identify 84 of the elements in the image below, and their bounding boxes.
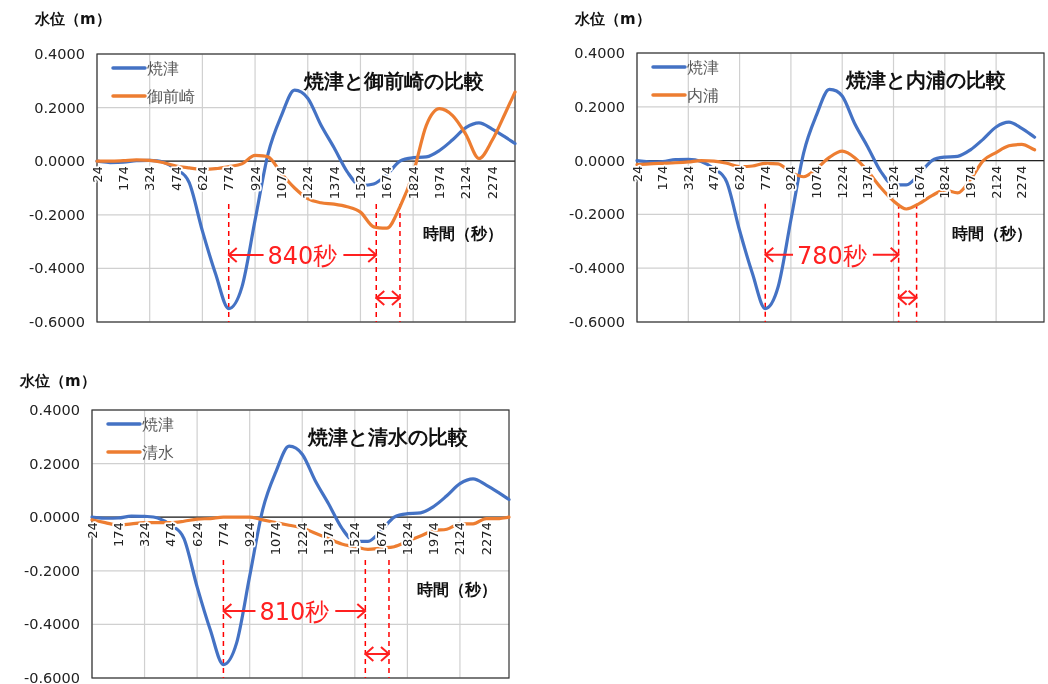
x-tick-label: 1524 <box>352 166 368 200</box>
y-tick-label: 0.0000 <box>29 509 80 526</box>
y-tick-label: -0.6000 <box>569 314 625 330</box>
legend-label: 清水 <box>142 443 174 462</box>
x-tick-label: 24 <box>629 165 645 183</box>
x-tick-label: 174 <box>655 165 671 191</box>
x-tick-label: 624 <box>189 522 205 548</box>
x-tick-label: 474 <box>163 522 179 548</box>
y-tick-label: -0.6000 <box>29 314 85 330</box>
x-axis-title: 時間（秒） <box>952 223 1032 243</box>
y-tick-label: 0.2000 <box>574 98 625 115</box>
x-tick-label: 174 <box>110 522 126 548</box>
x-tick-label: 24 <box>89 166 105 183</box>
x-tick-label: 1374 <box>860 165 876 199</box>
x-tick-label: 774 <box>757 165 773 191</box>
x-tick-label: 2274 <box>1014 165 1030 199</box>
legend-label: 焼津 <box>687 58 719 77</box>
annotation: 840秒 <box>267 242 338 270</box>
x-tick-label: 2274 <box>478 522 494 556</box>
x-tick-label: 1824 <box>405 166 421 200</box>
x-tick-label: 1074 <box>273 166 289 200</box>
x-tick-label: 1374 <box>326 166 342 200</box>
x-tick-label: 774 <box>215 522 231 548</box>
x-tick-label: 2124 <box>988 165 1004 199</box>
x-tick-label: 474 <box>706 165 722 191</box>
text: 焼津と内浦の比較 <box>844 68 1007 92</box>
x-tick-label: 624 <box>194 166 210 192</box>
y-tick-label: 0.2000 <box>34 99 85 116</box>
y-tick-label: -0.2000 <box>29 206 85 223</box>
x-tick-label: 1674 <box>379 166 395 200</box>
y-tick-label: -0.2000 <box>24 562 80 579</box>
annotation: 780秒 <box>797 241 867 270</box>
x-tick-label: 2124 <box>452 522 468 556</box>
y-tick-label: -0.4000 <box>29 260 85 277</box>
x-tick-label: 24 <box>84 522 100 539</box>
y-tick-label: 0.0000 <box>574 152 625 169</box>
x-tick-label: 324 <box>680 165 696 191</box>
x-axis-title: 時間（秒） <box>417 579 497 599</box>
x-tick-label: 774 <box>221 166 237 192</box>
x-tick-label: 1674 <box>373 522 389 556</box>
y-tick-label: 0.0000 <box>34 153 85 170</box>
x-tick-label: 1974 <box>426 522 442 556</box>
x-tick-label: 1974 <box>431 166 447 200</box>
legend-label: 焼津 <box>142 415 174 434</box>
x-tick-label: 1224 <box>294 522 310 556</box>
text: 焼津と清水の比較 <box>307 425 470 449</box>
x-tick-label: 1074 <box>268 522 284 556</box>
y-tick-label: -0.6000 <box>24 670 80 684</box>
x-tick-label: 1974 <box>962 165 978 199</box>
y-axis-title: 水位（m） <box>574 10 651 28</box>
legend-label: 御前崎 <box>147 87 195 106</box>
x-tick-label: 924 <box>242 522 258 548</box>
annotation: 810秒 <box>259 598 330 626</box>
x-tick-label: 2274 <box>484 166 500 200</box>
x-tick-label: 924 <box>783 165 799 191</box>
x-tick-label: 474 <box>168 166 184 192</box>
y-tick-label: 0.2000 <box>29 455 80 472</box>
x-tick-label: 1674 <box>911 165 927 199</box>
x-tick-label: 174 <box>115 166 131 192</box>
legend-label: 焼津 <box>147 59 179 78</box>
y-axis-title: 水位（m） <box>34 10 111 28</box>
x-tick-label: 1074 <box>809 165 825 199</box>
y-tick-label: 0.4000 <box>34 46 85 62</box>
x-tick-label: 1224 <box>300 166 316 200</box>
x-tick-label: 1374 <box>321 522 337 556</box>
x-tick-label: 1224 <box>834 165 850 199</box>
x-tick-label: 624 <box>732 165 748 191</box>
x-tick-label: 1524 <box>347 522 363 556</box>
legend-label: 内浦 <box>687 86 719 105</box>
text: 焼津と御前崎の比較 <box>302 69 485 93</box>
x-tick-label: 1524 <box>886 165 902 199</box>
x-tick-label: 2124 <box>458 166 474 200</box>
y-tick-label: -0.2000 <box>569 206 625 223</box>
y-tick-label: -0.4000 <box>569 260 625 277</box>
y-tick-label: 0.4000 <box>29 402 80 418</box>
x-tick-label: 1824 <box>399 522 415 556</box>
y-tick-label: -0.4000 <box>24 616 80 633</box>
x-axis-title: 時間（秒） <box>423 223 503 243</box>
y-axis-title: 水位（m） <box>19 372 96 390</box>
x-tick-label: 924 <box>247 166 263 192</box>
x-tick-label: 1824 <box>937 165 953 199</box>
x-tick-label: 324 <box>137 522 153 548</box>
y-tick-label: 0.4000 <box>574 45 625 61</box>
x-tick-label: 324 <box>142 166 158 192</box>
